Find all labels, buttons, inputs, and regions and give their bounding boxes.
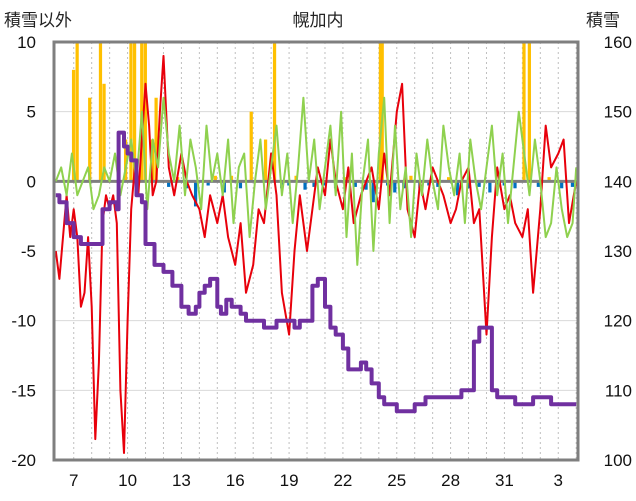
precip-bar (312, 181, 316, 187)
precip-bar (527, 42, 531, 182)
precip-bar (570, 181, 575, 187)
y-tick-label-right: 100 (604, 451, 632, 470)
precip-bar (238, 181, 243, 189)
chart-title: 幌加内 (293, 11, 344, 31)
precip-bar (123, 139, 128, 182)
x-tick-label: 16 (226, 471, 245, 490)
precip-bar (353, 181, 357, 187)
precip-bar (477, 181, 481, 187)
precip-bar (522, 42, 526, 182)
x-tick-label: 25 (387, 471, 406, 490)
precip-bar (436, 181, 440, 187)
series-lines (54, 54, 578, 454)
y-tick-label-left: -15 (11, 381, 36, 400)
y-tick-label-right: 140 (604, 172, 632, 191)
precip-bar (560, 181, 564, 189)
precip-bar (75, 42, 79, 182)
precip-bar (393, 181, 397, 193)
precip-bar (272, 42, 277, 182)
y-tick-label-left: -20 (11, 451, 36, 470)
x-tick-label: 22 (333, 471, 352, 490)
precip-bar (154, 97, 158, 182)
precip-bar (102, 83, 106, 182)
y-tick-label-right: 150 (604, 103, 632, 122)
y-tick-label-right: 130 (604, 242, 632, 261)
precip-bar (364, 181, 368, 190)
y-axis-right-title: 積雪 (586, 11, 620, 31)
precip-bar (167, 181, 171, 187)
precip-bar (150, 139, 155, 182)
x-tick-label: 3 (554, 471, 563, 490)
y-tick-label-left: -5 (21, 242, 36, 261)
x-tick-label: 19 (280, 471, 299, 490)
x-axis-ticks: 7 10 13 16 19 22 25 28 31 3 (69, 471, 563, 490)
precip-bar (536, 181, 540, 187)
precip-bar (129, 42, 133, 182)
y-axis-left-ticks: 10 5 0 -5 -10 -15 -20 (11, 33, 36, 470)
precip-bar (488, 181, 492, 193)
precip-bar (193, 181, 198, 207)
y-tick-label-right: 120 (604, 312, 632, 331)
precip-bar (323, 181, 327, 186)
x-tick-label: 10 (118, 471, 137, 490)
x-tick-label: 28 (441, 471, 460, 490)
precip-bar (132, 42, 137, 182)
x-tick-label: 31 (495, 471, 514, 490)
precip-bar (409, 175, 413, 182)
plot-frame (52, 40, 580, 462)
series-snow-depth (55, 130, 577, 414)
x-tick-label: 13 (172, 471, 191, 490)
precip-bar (378, 42, 383, 182)
precip-bar (143, 42, 147, 182)
y-tick-label-left: -10 (11, 312, 36, 331)
y-axis-left-title: 積雪以外 (4, 11, 72, 31)
precip-bar (88, 97, 92, 182)
y-tick-label-left: 5 (27, 103, 36, 122)
y-tick-label-left: 0 (27, 172, 36, 191)
x-tick-label: 7 (69, 471, 78, 490)
precip-bar (206, 181, 210, 186)
series-wind (54, 96, 578, 266)
precip-bar (249, 111, 253, 182)
y-tick-label-left: 10 (17, 33, 36, 52)
precip-bar (513, 181, 517, 189)
precip-bar (371, 181, 375, 203)
precip-bar (213, 175, 217, 182)
y-tick-label-right: 160 (604, 33, 632, 52)
precip-bar (455, 181, 460, 196)
precip-bar (303, 181, 307, 190)
y-axis-right-ticks: 160 150 140 130 120 110 100 (604, 33, 632, 470)
precip-bar (263, 139, 268, 182)
precip-bar (447, 177, 451, 182)
precip-bar (71, 69, 76, 182)
precip-bar (98, 42, 103, 182)
precip-bar (547, 177, 551, 182)
y-tick-label-right: 110 (605, 381, 632, 400)
